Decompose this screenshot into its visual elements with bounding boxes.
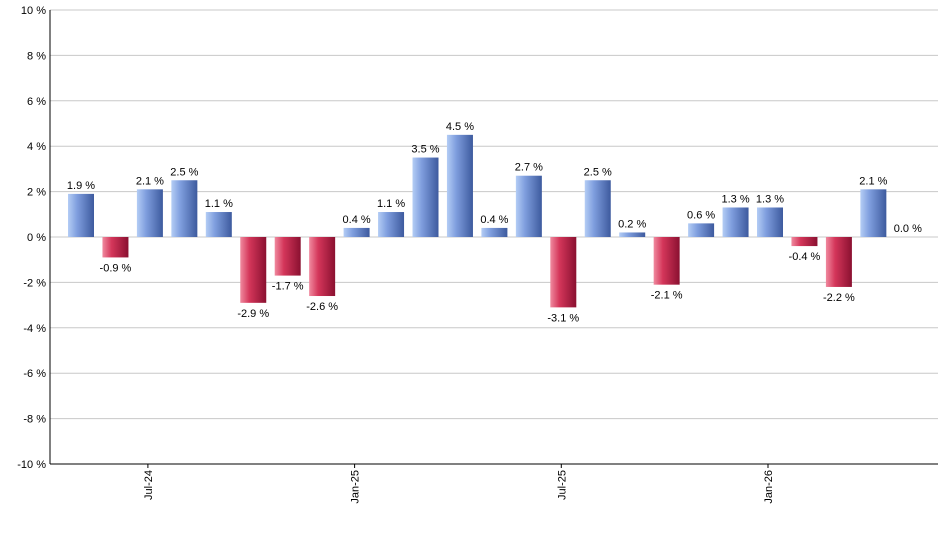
y-tick-label: -6 % [23,368,46,380]
x-tick-label: Jan-26 [763,470,775,504]
x-axis-tick-labels: Jul-24 Jan-25 Jul-25 Jan-26 [143,464,775,504]
y-tick-label: 0 % [27,232,46,244]
bar-data-label: -0.9 % [100,262,132,274]
bar-data-label: 1.9 % [67,180,95,192]
bar-positive [205,212,232,237]
bar-data-label: 4.5 % [446,121,474,133]
y-axis-tick-labels: 10 % 8 % 6 % 4 % 2 % 0 % -2 % -4 % -6 % -8 % -10 % [17,5,46,471]
x-tick-label: Jul-24 [143,470,155,500]
bar-data-label: -2.9 % [237,308,269,320]
bar-negative [309,237,336,297]
bar-negative [653,237,680,285]
bars [68,134,887,308]
bar-positive [136,189,163,237]
bar-data-label: 0.4 % [480,214,508,226]
bar-data-label: 0.4 % [343,214,371,226]
bar-data-label: -2.1 % [651,290,683,302]
y-tick-label: 10 % [21,5,46,17]
bar-data-label: 0.6 % [687,209,715,221]
bar-data-label: 2.7 % [515,162,543,174]
y-tick-label: -2 % [23,277,46,289]
y-tick-label: 2 % [27,187,46,199]
y-tick-label: 4 % [27,141,46,153]
y-tick-label: -10 % [17,459,46,471]
bar-positive [171,180,198,237]
bar-data-label: -3.1 % [547,312,579,324]
bar-positive [378,212,405,237]
bar-data-label: -2.2 % [823,292,855,304]
bar-negative [274,237,301,276]
y-tick-label: -8 % [23,414,46,426]
bar-negative [240,237,267,303]
bar-negative [825,237,852,287]
bar-data-label: 2.1 % [136,175,164,187]
x-tick-label: Jan-25 [350,470,362,504]
bar-data-label: 3.5 % [411,144,439,156]
bar-positive [412,157,439,237]
bar-positive [515,175,542,237]
data-labels: 1.9 %-0.9 %2.1 %2.5 %1.1 %-2.9 %-1.7 %-2… [67,121,922,325]
bar-positive [860,189,887,237]
bar-positive [584,180,611,237]
x-tick-label: Jul-25 [556,470,568,500]
bar-negative [791,237,818,247]
bar-data-label: 1.3 % [721,193,749,205]
bar-data-label: 0.0 % [894,223,922,235]
y-tick-label: -4 % [23,323,46,335]
bar-data-label: 2.5 % [170,166,198,178]
y-tick-label: 8 % [27,50,46,62]
bar-data-label: 2.1 % [859,175,887,187]
bar-positive [68,193,94,237]
bar-data-label: 1.1 % [377,198,405,210]
bar-data-label: 0.2 % [618,218,646,230]
bar-data-label: 1.1 % [205,198,233,210]
bar-positive [481,227,508,237]
bar-negative [102,237,129,258]
bar-data-label: -0.4 % [789,251,821,263]
y-tick-label: 6 % [27,96,46,108]
bar-positive [619,232,646,237]
bar-positive [722,207,749,237]
bar-data-label: 2.5 % [584,166,612,178]
bar-data-label: -1.7 % [272,281,304,293]
bar-positive [446,134,473,237]
bar-positive [343,227,370,237]
bar-data-label: -2.6 % [306,301,338,313]
bar-data-label: 1.3 % [756,193,784,205]
bar-negative [550,237,577,308]
bar-positive [757,207,783,237]
axes [49,10,938,465]
bar-positive [688,223,715,237]
